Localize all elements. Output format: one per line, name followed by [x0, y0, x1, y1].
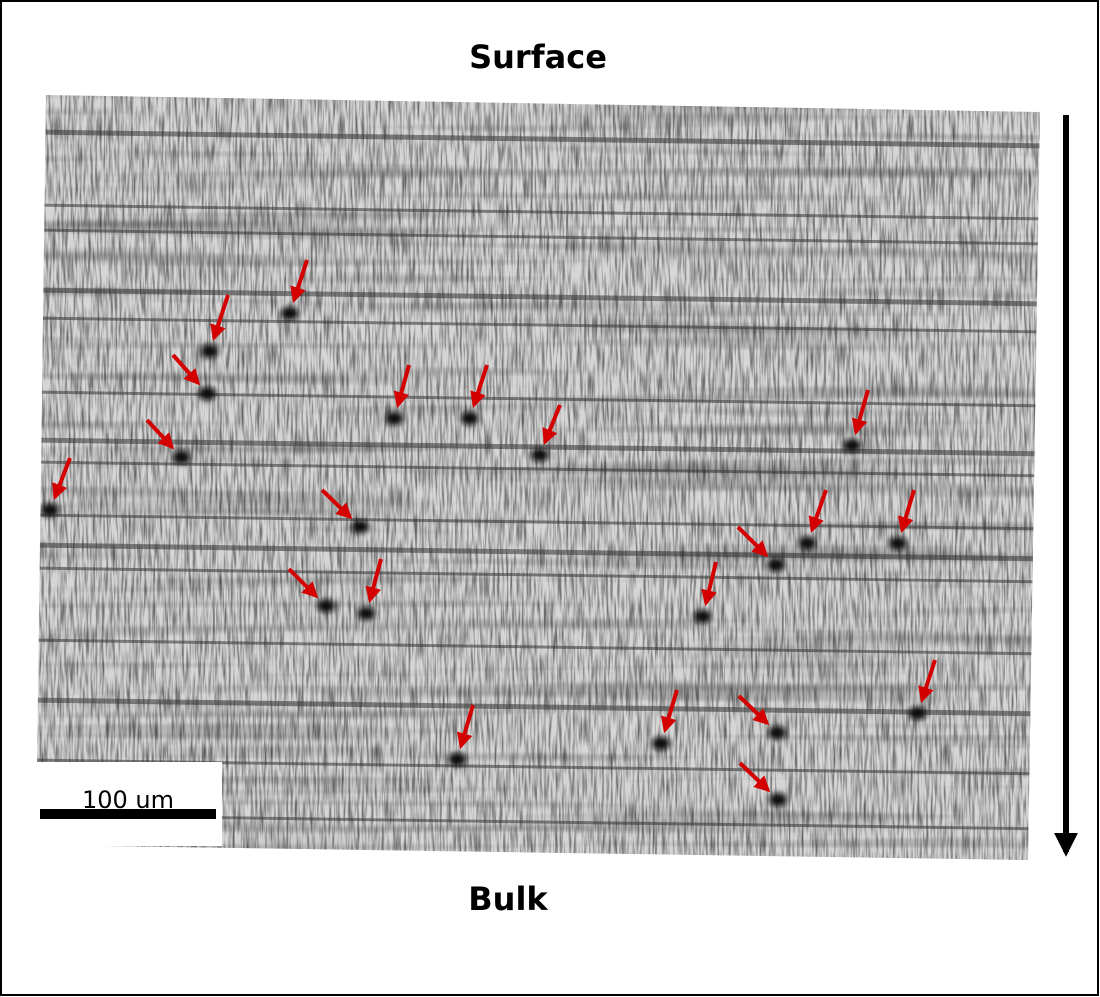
defect-spot — [448, 752, 467, 767]
defect-arrows — [52, 259, 937, 793]
texture-band — [36, 513, 1040, 531]
micrograph — [36, 95, 1040, 860]
defect-spot — [460, 411, 479, 426]
texture-band — [36, 129, 1040, 149]
red-arrow — [320, 488, 353, 520]
red-arrow — [851, 389, 870, 436]
texture-band — [36, 228, 1040, 246]
defect-spot — [769, 792, 788, 807]
defect-spot — [798, 536, 817, 551]
defect-spot — [198, 386, 217, 401]
defect-spot — [843, 438, 862, 453]
red-arrow — [808, 489, 828, 534]
red-arrow — [290, 259, 309, 304]
defect-spot — [768, 725, 787, 740]
defect-spot — [385, 411, 404, 426]
defect-spot — [351, 519, 370, 534]
defect-spot — [693, 609, 712, 624]
defect-spot — [316, 598, 335, 613]
defect-spot — [172, 450, 191, 465]
red-arrow — [918, 659, 937, 704]
defect-spot — [530, 447, 549, 462]
texture-band — [36, 542, 1040, 562]
defect-spot — [40, 503, 59, 518]
red-arrow — [898, 489, 916, 534]
red-arrow — [171, 353, 201, 386]
red-arrow — [542, 404, 562, 445]
red-arrow — [456, 704, 475, 750]
red-arrow — [393, 364, 411, 409]
defect-spot — [357, 606, 376, 621]
defect-spot — [766, 557, 785, 572]
red-arrow — [470, 364, 489, 409]
defect-spot — [888, 536, 907, 551]
red-arrow — [736, 525, 769, 558]
bottom-label: Bulk — [468, 880, 548, 918]
defect-spot — [280, 306, 299, 321]
defect-spot — [200, 344, 219, 359]
defect-spot — [908, 706, 927, 721]
texture-band — [36, 437, 1040, 457]
defect-spot — [651, 736, 670, 751]
texture-band — [36, 697, 1040, 717]
red-arrow — [365, 558, 383, 604]
texture-band — [36, 566, 1040, 584]
red-arrow — [287, 567, 319, 599]
texture-band — [36, 460, 1040, 478]
red-arrow — [145, 418, 175, 450]
red-arrow — [661, 689, 679, 734]
texture-band — [36, 638, 1040, 656]
red-arrow — [701, 561, 718, 607]
red-arrow — [52, 457, 72, 500]
top-label: Surface — [469, 38, 607, 76]
texture-band — [36, 316, 1040, 334]
scale-bar-box — [36, 762, 222, 846]
red-arrow — [737, 694, 770, 726]
scale-bar — [40, 809, 216, 819]
texture-band — [36, 287, 1040, 307]
red-arrow — [738, 761, 771, 793]
texture-band — [36, 203, 1040, 221]
red-arrow — [210, 294, 230, 342]
